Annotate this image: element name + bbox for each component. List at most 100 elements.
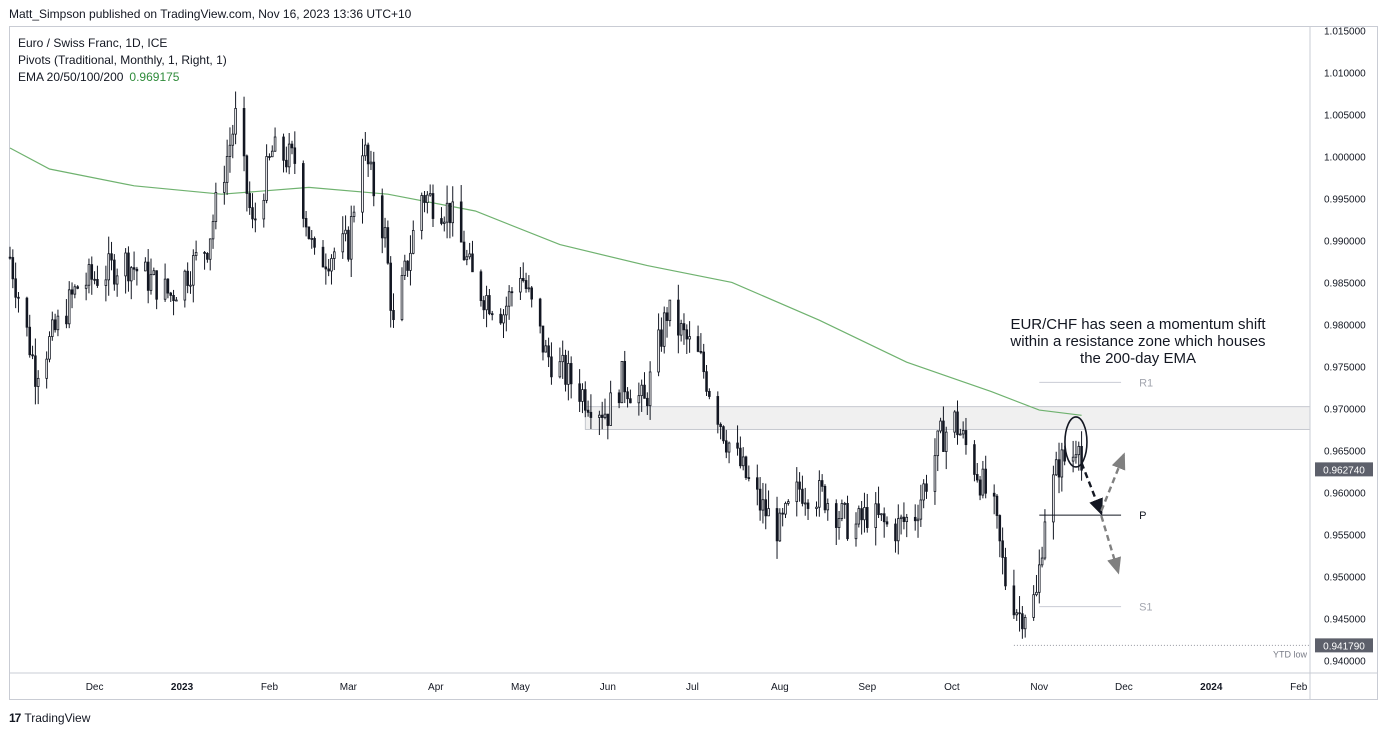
x-tick-label: 2024 <box>1200 682 1223 693</box>
candle-body <box>1040 557 1044 566</box>
candle-body <box>349 216 353 260</box>
y-tick-label: 1.005000 <box>1324 110 1366 121</box>
candle-body <box>327 268 330 272</box>
candle-body <box>1063 449 1066 462</box>
y-tick-label: 0.960000 <box>1324 488 1366 499</box>
candle-body <box>208 238 212 260</box>
candle-body <box>482 300 486 311</box>
candle-body <box>273 136 277 152</box>
candle-body <box>1057 459 1061 478</box>
candle-body <box>778 512 782 542</box>
candle-body <box>589 411 593 418</box>
candle-body <box>660 329 663 347</box>
candle-body <box>448 202 452 224</box>
candle-body <box>96 279 99 286</box>
candle-body <box>31 354 34 357</box>
candle-body <box>135 268 139 272</box>
ema-indicator-label: EMA 20/50/100/200 <box>18 70 124 84</box>
candle-body <box>324 266 328 270</box>
candle-body <box>380 195 384 239</box>
candle-body <box>1015 612 1018 616</box>
candle-body <box>287 143 291 168</box>
candle-body <box>459 201 463 243</box>
candle-body <box>874 503 878 528</box>
ema-indicator-row[interactable]: EMA 20/50/100/200 0.969175 <box>18 69 227 86</box>
candle-body <box>975 474 979 481</box>
candle-body <box>1001 540 1004 558</box>
candle-body <box>290 143 294 149</box>
candle-body <box>1032 594 1035 618</box>
y-tick-label: 0.955000 <box>1324 530 1366 541</box>
candle-body <box>183 270 187 301</box>
publisher-header: Matt_Simpson published on TradingView.co… <box>9 7 412 21</box>
tradingview-brand: TradingView <box>24 711 91 725</box>
candle-body <box>916 518 920 522</box>
candle-body <box>648 371 652 407</box>
x-tick-label: Oct <box>944 682 960 693</box>
candle-body <box>586 409 590 413</box>
resistance-zone <box>584 406 1311 430</box>
candle-body <box>285 159 288 168</box>
y-tick-label: 1.000000 <box>1324 152 1366 163</box>
candle-body <box>65 315 68 325</box>
candle-body <box>913 516 917 522</box>
candle-body <box>877 503 880 516</box>
symbol-title[interactable]: Euro / Swiss Franc, 1D, ICE <box>18 36 168 50</box>
candle-body <box>445 202 449 223</box>
candle-body <box>1043 521 1047 559</box>
candle-body <box>366 144 370 165</box>
candle-body <box>485 295 488 311</box>
x-tick-label: Nov <box>1030 682 1048 693</box>
candle-body <box>87 264 91 286</box>
candle-body <box>383 227 387 239</box>
candle-body <box>953 411 956 433</box>
candle-body <box>1052 474 1055 523</box>
candle-body <box>468 253 471 258</box>
y-tick-label: 0.990000 <box>1324 236 1366 247</box>
candle-body <box>440 218 443 224</box>
candle-body <box>541 325 545 353</box>
candle-body <box>113 259 116 285</box>
candle-body <box>423 195 426 203</box>
candle-body <box>629 398 632 404</box>
candle-body <box>984 468 987 494</box>
candle-body <box>364 144 367 157</box>
candle-body <box>902 516 906 523</box>
candle-body <box>708 390 711 397</box>
annotation-layer <box>1064 416 1126 575</box>
candle-body <box>756 477 759 490</box>
chart-frame <box>9 26 1378 700</box>
candle-body <box>304 218 308 228</box>
candle-body <box>248 193 251 209</box>
candle-body <box>403 260 407 276</box>
y-tick-label: 0.965000 <box>1324 446 1366 457</box>
candle-body <box>530 287 533 300</box>
candle-body <box>567 363 570 385</box>
candle-body <box>527 287 531 290</box>
candle-body <box>124 252 127 277</box>
candle-body <box>702 351 705 373</box>
candle-body <box>352 211 356 217</box>
candle-body <box>657 329 660 373</box>
ema-indicator-value: 0.969175 <box>129 70 180 84</box>
candle-body <box>34 355 37 387</box>
candle-body <box>1012 585 1016 616</box>
candle-body <box>307 226 311 239</box>
candle-body <box>1054 459 1058 476</box>
candle-body <box>152 270 156 276</box>
candle-body <box>115 275 119 285</box>
x-tick-label: Sep <box>858 682 876 693</box>
candle-body <box>933 455 937 492</box>
y-tick-label: 0.950000 <box>1324 572 1366 583</box>
tradingview-footer[interactable]: 17 TradingView <box>9 711 90 725</box>
candle-body <box>389 262 392 311</box>
candle-body <box>127 252 130 282</box>
pivots-indicator-label[interactable]: Pivots (Traditional, Monthly, 1, Right, … <box>18 53 227 67</box>
candle-body <box>11 257 15 280</box>
candle-body <box>781 512 784 515</box>
candle-body <box>1080 445 1083 471</box>
candle-body <box>129 267 133 282</box>
candle-body <box>45 358 48 379</box>
candle-body <box>581 389 584 402</box>
